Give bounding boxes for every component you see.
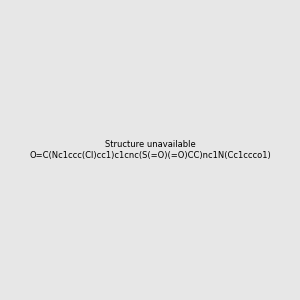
- Text: Structure unavailable
O=C(Nc1ccc(Cl)cc1)c1cnc(S(=O)(=O)CC)nc1N(Cc1ccco1): Structure unavailable O=C(Nc1ccc(Cl)cc1)…: [29, 140, 271, 160]
